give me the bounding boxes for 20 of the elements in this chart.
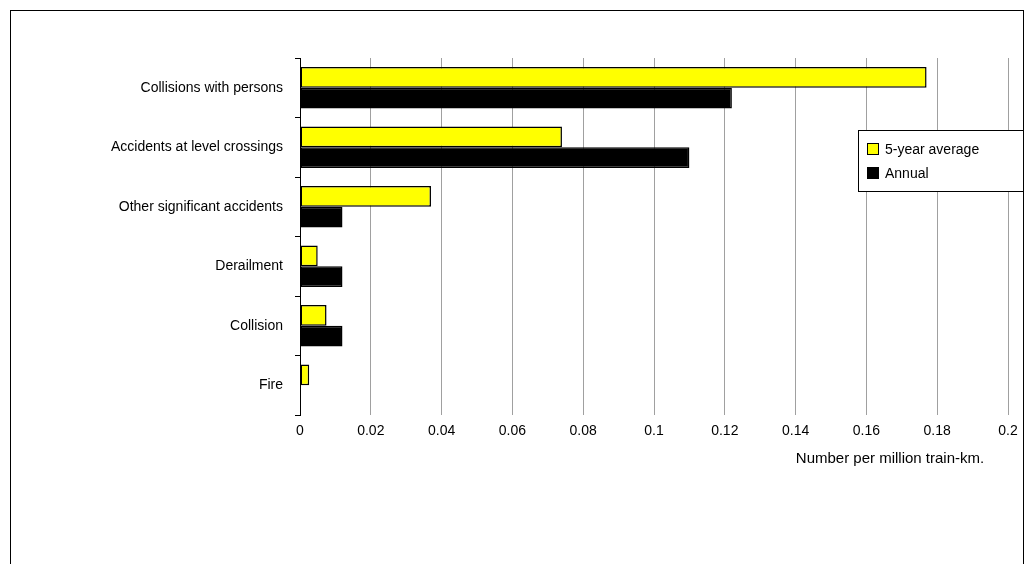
x-tick-label: 0.2 bbox=[998, 422, 1018, 439]
y-tick-label: Fire bbox=[258, 376, 284, 393]
x-tick-label: 0.16 bbox=[852, 422, 881, 439]
x-tick-label: 0.18 bbox=[923, 422, 952, 439]
y-tick-label: Other significant accidents bbox=[118, 197, 283, 214]
y-tick-label: Collisions with persons bbox=[140, 78, 283, 95]
legend-label: 5-year average bbox=[885, 141, 980, 157]
x-tick-label: 0.02 bbox=[357, 422, 385, 439]
x-tick-label: 0.08 bbox=[569, 422, 598, 439]
x-tick-label: 0.1 bbox=[644, 422, 664, 439]
legend-label: Annual bbox=[885, 165, 929, 181]
x-tick-label: 0.14 bbox=[781, 422, 810, 439]
y-tick-label: Collision bbox=[230, 316, 283, 333]
x-tick-label: 0.04 bbox=[427, 422, 456, 439]
y-tick-label: Derailment bbox=[215, 257, 284, 274]
x-tick-label: 0 bbox=[296, 422, 305, 439]
x-tick-label: 0.06 bbox=[498, 422, 527, 439]
y-tick-label: Accidents at level crossings bbox=[111, 138, 283, 155]
x-tick-label: 0.12 bbox=[711, 422, 739, 439]
x-axis-title: Number per million train-km. bbox=[795, 448, 985, 467]
